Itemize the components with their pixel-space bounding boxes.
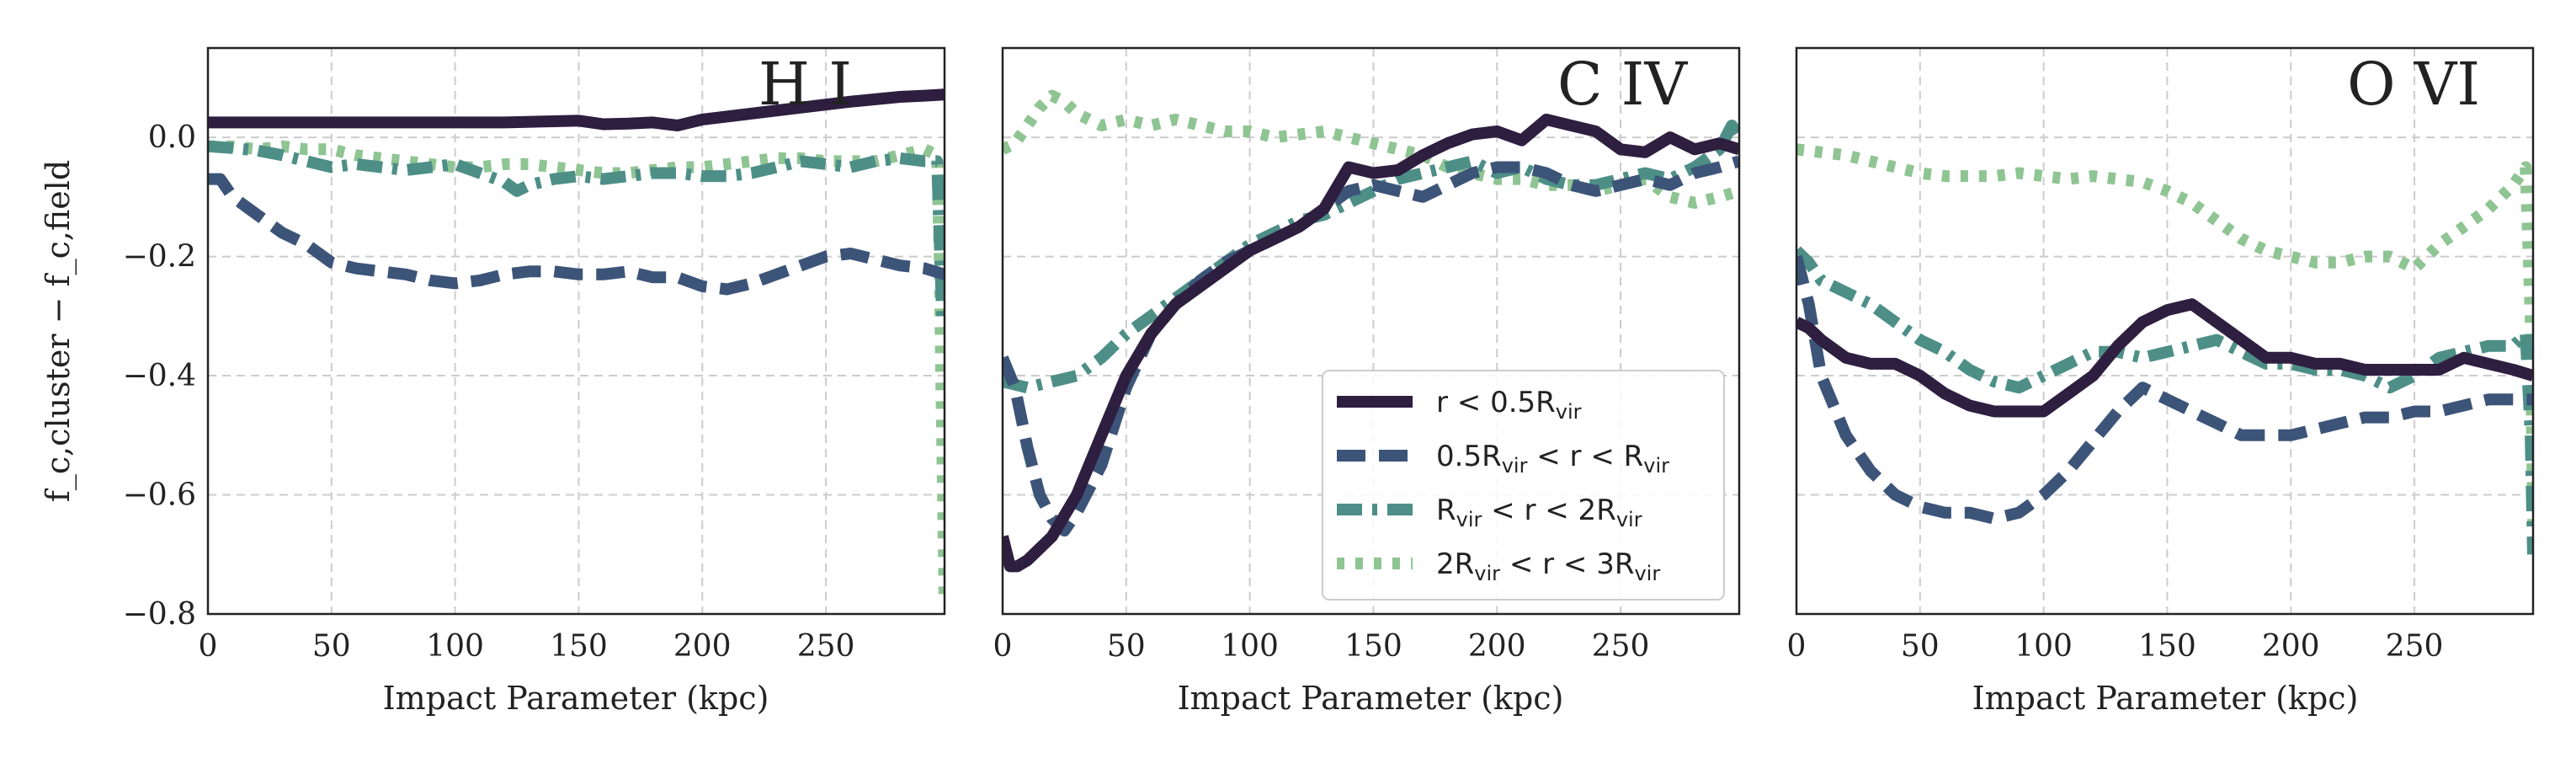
legend-label: 0.5Rvir < r < Rvir [1436,440,1669,478]
y-axis-label: f_c,cluster − f_c,field [40,160,77,503]
xtick-label: 250 [1592,629,1650,664]
x-axis-label-civ: Impact Parameter (kpc) [1178,680,1564,717]
xtick-label: 200 [673,629,732,664]
series-civ [1003,89,1739,573]
xticks-civ: 0 50 100 150 200 250 [993,629,1650,664]
grid-hi [207,48,945,614]
series-line-s3 [1796,246,2533,555]
xtick-label: 100 [426,629,484,664]
legend-entry-3: Rvir < r < 2Rvir [1337,494,1642,531]
xticks-ovi: 0 50 100 150 200 250 [1787,629,2444,664]
xtick-label: 150 [1344,629,1402,664]
xtick-label: 50 [312,629,351,664]
xtick-label: 50 [1901,629,1940,664]
series-line-s1 [208,88,945,131]
ytick-label: −0.8 [123,597,196,632]
legend-entry-1: r < 0.5Rvir [1337,386,1582,424]
series-line-s4 [1796,143,2533,525]
legend-box [1322,370,1725,601]
xtick-label: 0 [199,629,218,664]
panel-ovi: O VI 0 50 100 150 200 250 Impact Paramet… [1787,46,2535,717]
xtick-label: 250 [797,629,855,664]
xtick-label: 150 [2138,629,2196,664]
series-line-s4 [208,140,945,603]
panel-title-ovi: O VI [2347,50,2480,119]
xtick-label: 0 [993,629,1013,664]
panel-title-hi: H I [758,50,852,119]
xticks-hi: 0 50 100 150 200 250 [199,629,855,664]
plot-frame-hi [206,46,946,616]
legend: r < 0.5Rvir 0.5Rvir < r < Rvir Rvir < r … [1322,370,1725,601]
xtick-label: 100 [2014,629,2073,664]
x-axis-label-hi: Impact Parameter (kpc) [383,680,769,717]
xtick-label: 0 [1787,629,1807,664]
xtick-label: 200 [2262,629,2320,664]
series-line-s3 [208,140,945,317]
ytick-label: 0.0 [148,120,196,155]
legend-label: Rvir < r < 2Rvir [1436,494,1642,531]
legend-label: 2Rvir < r < 3Rvir [1436,547,1660,585]
xtick-label: 250 [2386,629,2444,664]
xtick-label: 50 [1107,629,1146,664]
xtick-label: 100 [1221,629,1279,664]
x-axis-label-ovi: Impact Parameter (kpc) [1972,680,2359,717]
panel-hi: H I 0 50 100 150 200 250 0.0 −0.2 −0.4 −… [40,46,946,717]
yticks-hi: 0.0 −0.2 −0.4 −0.6 −0.8 [123,120,196,632]
panel-civ: C IV 0 50 100 150 200 250 Impact Paramet… [993,46,1741,717]
ytick-label: −0.4 [123,359,196,393]
panel-title-civ: C IV [1557,50,1688,119]
ytick-label: −0.2 [123,240,196,275]
legend-entry-4: 2Rvir < r < 3Rvir [1337,547,1660,585]
plot-frame-civ [1001,46,1741,616]
series-line-s1 [1003,113,1739,573]
legend-entry-2: 0.5Rvir < r < Rvir [1337,440,1669,478]
series-line-s3 [1003,120,1739,394]
series-ovi [1796,143,2533,555]
plot-frame-ovi [1795,46,2535,616]
ytick-label: −0.6 [123,478,196,513]
legend-label: r < 0.5Rvir [1436,386,1582,424]
xtick-label: 150 [550,629,608,664]
xtick-label: 200 [1468,629,1526,664]
series-line-s1 [1796,298,2533,418]
series-line-s2 [1796,254,2533,525]
series-line-s2 [208,173,945,296]
series-hi [208,88,945,603]
series-line-s2 [1003,155,1739,536]
